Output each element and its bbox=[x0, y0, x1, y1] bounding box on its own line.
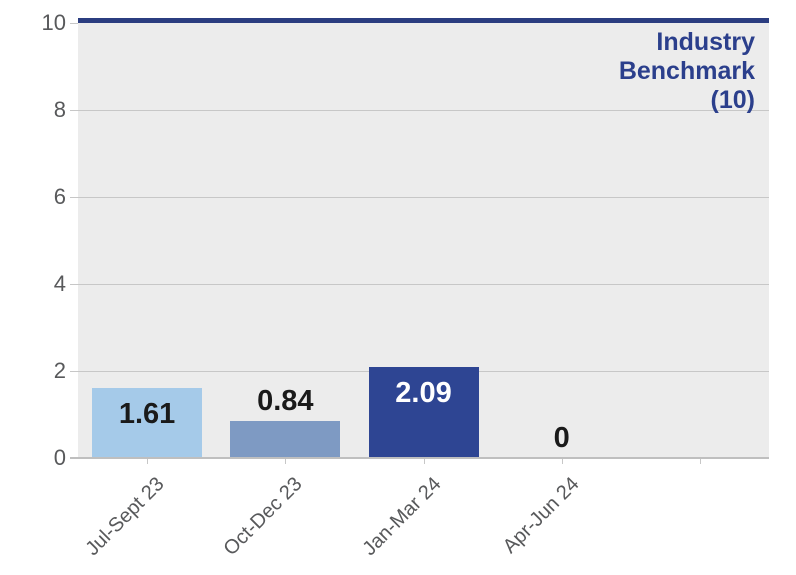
y-tick-label-0: 0 bbox=[53, 445, 66, 470]
bar-value-label-1: 0.84 bbox=[257, 385, 314, 417]
benchmark-label-line-2: Benchmark bbox=[618, 57, 755, 85]
x-tick-1 bbox=[285, 458, 286, 464]
benchmark-line bbox=[78, 18, 769, 23]
y-tick-10 bbox=[70, 23, 78, 24]
x-tick-4 bbox=[700, 458, 701, 464]
x-tick-2 bbox=[424, 458, 425, 464]
y-tick-label-2: 2 bbox=[53, 358, 66, 383]
gridline-y-6 bbox=[70, 197, 769, 198]
x-tick-label-2: Jan-Mar 24 bbox=[358, 473, 446, 561]
benchmark-label-line-3: (10) bbox=[710, 86, 755, 114]
x-axis-line bbox=[70, 457, 769, 459]
y-tick-label-6: 6 bbox=[53, 184, 66, 209]
y-tick-label-8: 8 bbox=[53, 97, 66, 122]
bar-jul-sept-23[interactable] bbox=[92, 388, 202, 458]
bar-jan-mar-24[interactable] bbox=[369, 367, 479, 458]
bar-value-label-0: 1.61 bbox=[118, 398, 176, 430]
x-tick-3 bbox=[562, 458, 563, 464]
gridline-y-8 bbox=[70, 110, 769, 111]
x-tick-label-3: Apr-Jun 24 bbox=[498, 473, 584, 558]
benchmark-label: Industry Benchmark (10) bbox=[619, 28, 755, 115]
x-tick-label-1: Oct-Dec 23 bbox=[219, 473, 307, 561]
y-tick-label-10: 10 bbox=[41, 10, 66, 35]
x-tick-label-0: Jul-Sept 23 bbox=[81, 473, 169, 561]
gridline-y-4 bbox=[70, 284, 769, 285]
x-tick-0 bbox=[147, 458, 148, 464]
bar-value-label-2: 2.09 bbox=[395, 377, 452, 409]
bar-value-label-3: 0 bbox=[553, 422, 570, 454]
y-tick-label-4: 4 bbox=[53, 271, 66, 296]
benchmark-label-line-1: Industry bbox=[656, 28, 755, 56]
bar-oct-dec-23[interactable] bbox=[230, 421, 340, 458]
